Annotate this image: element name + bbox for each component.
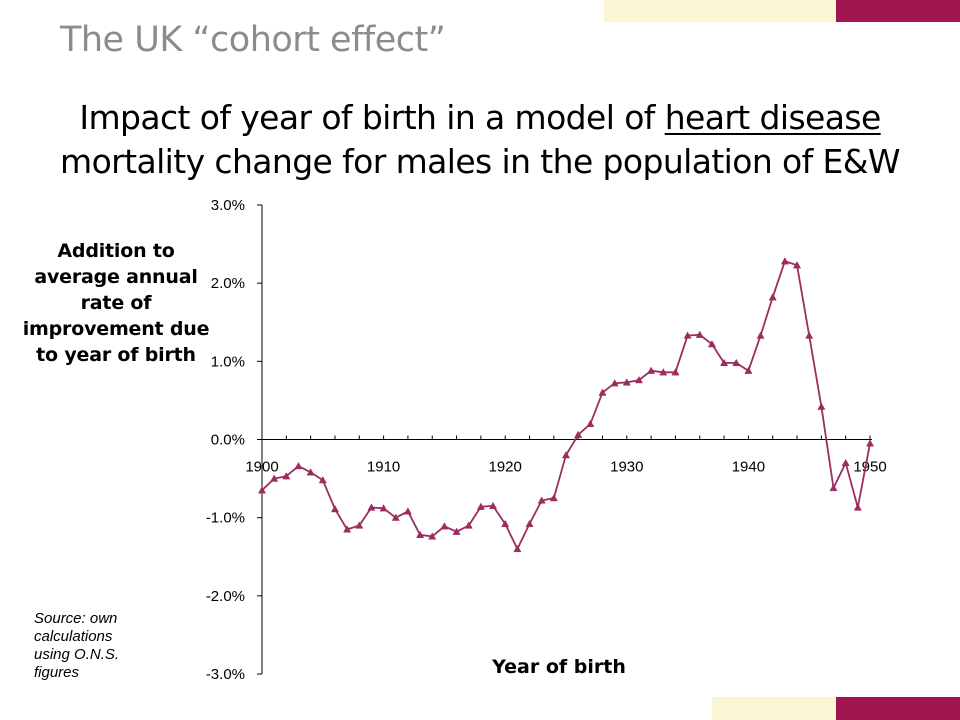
y-tick-label: 0.0% xyxy=(211,432,245,449)
y-tick-label: -2.0% xyxy=(206,588,245,605)
data-point-marker xyxy=(391,513,400,521)
data-point-marker xyxy=(671,368,680,376)
data-point-marker xyxy=(841,458,850,467)
data-point-marker xyxy=(501,519,510,528)
subtitle-line-1: Impact of year of birth in a model of he… xyxy=(0,96,960,140)
x-tick-label: 1940 xyxy=(732,459,765,476)
subtitle-line-1-prefix: Impact of year of birth in a model of xyxy=(79,98,665,137)
subtitle-line-2: mortality change for males in the popula… xyxy=(60,142,901,181)
data-point-marker xyxy=(634,375,643,384)
data-point-marker xyxy=(768,293,777,301)
data-point-marker xyxy=(622,378,631,386)
x-tick-label: 1910 xyxy=(367,459,400,476)
slide-title: The UK “cohort effect” xyxy=(60,20,446,60)
x-tick-label: 1950 xyxy=(853,459,886,476)
data-point-marker xyxy=(744,366,753,374)
decor-bar-maroon-top xyxy=(836,0,960,22)
source-note: Source: own calculations using O.N.S. fi… xyxy=(34,610,120,681)
data-point-marker xyxy=(805,331,814,339)
data-point-marker xyxy=(489,501,498,510)
data-point-marker xyxy=(829,483,838,492)
data-point-marker xyxy=(355,521,364,529)
x-tick-label: 1930 xyxy=(610,459,643,476)
data-point-marker xyxy=(659,368,668,376)
chart-series xyxy=(257,257,875,553)
data-point-marker xyxy=(574,430,583,438)
data-point-marker xyxy=(476,502,485,510)
data-point-marker xyxy=(416,530,425,538)
data-point-marker xyxy=(817,402,826,410)
subtitle-underlined-term: heart disease xyxy=(664,98,882,137)
y-tick-label: -1.0% xyxy=(206,510,245,527)
x-tick-label: 1920 xyxy=(489,459,522,476)
decor-bar-cream-bottom xyxy=(712,697,836,720)
y-axis-label: Addition to average annual rate of impro… xyxy=(22,240,210,366)
data-point-marker xyxy=(343,525,352,533)
data-point-marker xyxy=(367,503,376,511)
data-point-marker xyxy=(270,474,279,482)
data-point-marker xyxy=(379,504,388,512)
data-point-marker xyxy=(853,503,862,511)
data-point-marker xyxy=(695,330,704,338)
data-point-marker xyxy=(598,388,607,396)
data-point-marker xyxy=(306,468,315,476)
data-point-marker xyxy=(294,461,303,470)
data-point-marker xyxy=(428,532,437,540)
data-point-marker xyxy=(586,419,595,427)
y-tick-label: -3.0% xyxy=(206,666,245,683)
data-point-marker xyxy=(330,504,339,513)
data-point-marker xyxy=(403,507,412,515)
data-point-marker xyxy=(683,331,692,339)
data-point-marker xyxy=(865,439,875,447)
decor-bar-cream-top xyxy=(604,0,836,22)
data-point-marker xyxy=(537,496,546,504)
data-point-marker xyxy=(464,521,473,529)
data-point-marker xyxy=(720,358,729,367)
data-point-marker xyxy=(780,257,789,265)
data-point-marker xyxy=(647,366,656,374)
chart-axes: 3.0% 2.0% 1.0% 0.0% -1.0% -2.0% -3.0% 1900 1910 1… xyxy=(206,197,887,683)
x-tick-label: 1900 xyxy=(245,459,278,476)
data-point-marker xyxy=(282,472,291,480)
x-axis-label: Year of birth xyxy=(491,656,626,678)
decor-bar-maroon-bottom xyxy=(836,697,960,720)
data-point-marker xyxy=(549,494,558,502)
y-tick-label: 1.0% xyxy=(211,353,245,370)
data-point-marker xyxy=(732,358,741,367)
data-point-marker xyxy=(513,544,522,553)
data-point-marker xyxy=(452,527,461,535)
chart-subtitle: Impact of year of birth in a model of he… xyxy=(0,96,960,184)
series-line xyxy=(261,260,871,551)
data-point-marker xyxy=(610,379,619,387)
data-point-marker xyxy=(756,331,765,339)
data-point-marker xyxy=(525,519,534,528)
y-tick-label: 2.0% xyxy=(211,275,245,292)
data-point-marker xyxy=(793,261,802,269)
y-tick-label: 3.0% xyxy=(211,197,245,214)
data-point-marker xyxy=(257,486,267,494)
data-point-marker xyxy=(707,340,716,348)
data-point-marker xyxy=(440,522,449,530)
data-point-marker xyxy=(561,451,571,459)
data-point-marker xyxy=(318,476,327,484)
